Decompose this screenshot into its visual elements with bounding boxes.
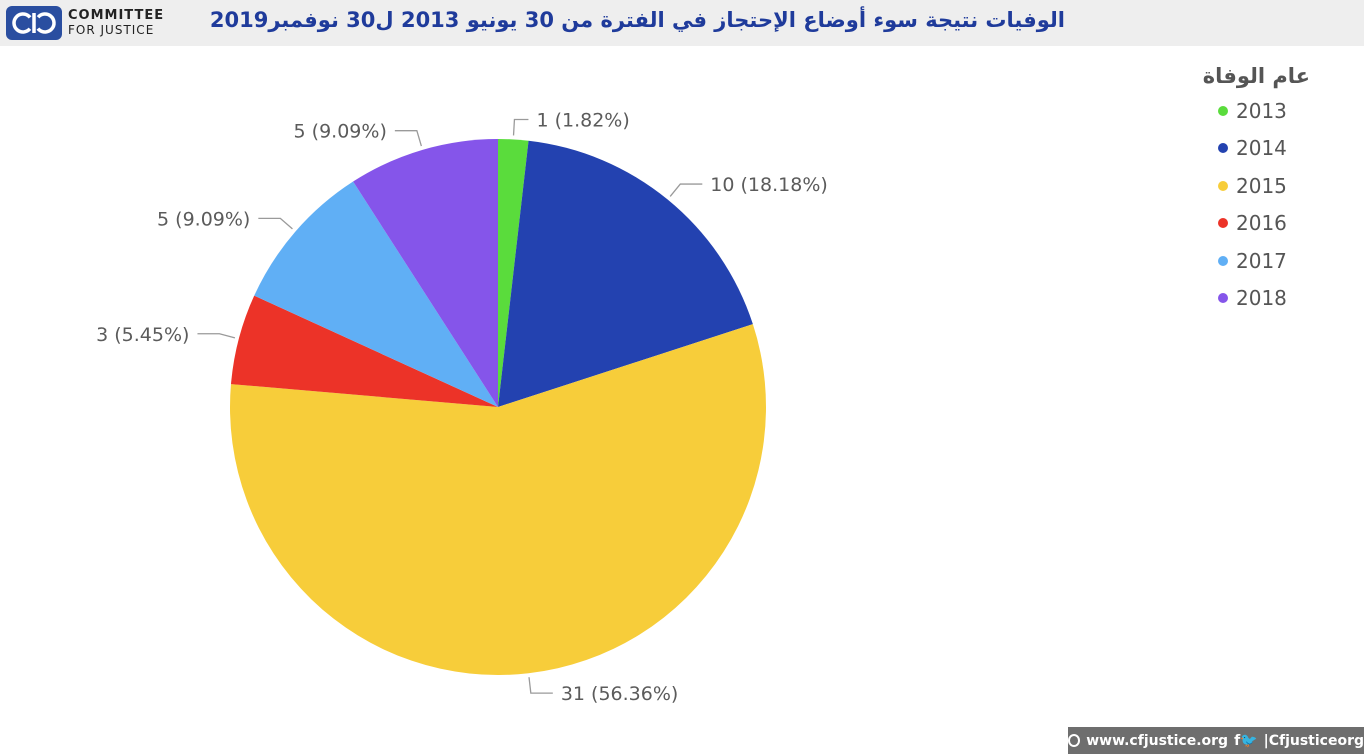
header-bar: COMMITTEE FOR JUSTICE الوفيات نتيجة سوء … — [0, 0, 1364, 46]
legend-items: 2013 2014 2015 2016 2017 2018 — [1190, 92, 1320, 317]
chart-title: الوفيات نتيجة سوء أوضاع الإحتجاز في الفت… — [209, 8, 1065, 32]
logo-line2: FOR JUSTICE — [68, 23, 155, 37]
legend-label: 2014 — [1236, 136, 1287, 161]
legend-item-2013[interactable]: 2013 — [1218, 92, 1320, 130]
data-label-2015: 31 (56.36%) — [561, 683, 679, 705]
pie-slice-2017[interactable] — [254, 181, 498, 407]
leader-line-2014 — [669, 183, 703, 197]
legend-item-2015[interactable]: 2015 — [1218, 167, 1320, 205]
footer-website[interactable]: www.cfjustice.org — [1086, 732, 1229, 749]
data-label-2016: 3 (5.45%) — [96, 324, 189, 346]
data-label-2018: 5 (9.09%) — [294, 121, 387, 143]
footer-handle[interactable]: |Cfjusticeorg — [1263, 732, 1364, 749]
legend-dot-icon — [1218, 255, 1228, 266]
leader-line-2013 — [512, 118, 529, 136]
pie-slice-2018[interactable] — [353, 139, 498, 407]
legend-item-2017[interactable]: 2017 — [1218, 242, 1320, 280]
pie-slice-2014[interactable] — [498, 140, 753, 407]
legend-label: 2015 — [1236, 173, 1287, 198]
legend-item-2016[interactable]: 2016 — [1218, 205, 1320, 243]
data-label-2013: 1 (1.82%) — [536, 109, 629, 131]
social-icons[interactable]: f🐦 — [1234, 732, 1258, 749]
legend-dot-icon — [1218, 143, 1228, 154]
legend-dot-icon — [1218, 293, 1228, 304]
leader-line-2018 — [394, 130, 422, 147]
footer-bar: www.cfjustice.org f🐦 |Cfjusticeorg — [1068, 727, 1364, 754]
pie-chart: 1 (1.82%) 10 (18.18%) 31 (56.36%) 3 (5.45%)… — [96, 109, 828, 705]
legend-dot-icon — [1218, 218, 1228, 229]
leader-line-2017 — [258, 217, 293, 230]
leader-line-2016 — [197, 333, 236, 339]
legend-label: 2013 — [1236, 98, 1287, 123]
cfj-logo-icon — [6, 6, 62, 40]
legend-label: 2016 — [1236, 211, 1287, 236]
logo-text: COMMITTEE FOR JUSTICE — [68, 8, 164, 38]
legend-title: عام الوفاة — [1202, 64, 1310, 88]
globe-icon — [1068, 734, 1081, 747]
pie-slice-2015[interactable] — [229, 324, 766, 675]
pie-slice-2013[interactable] — [498, 139, 529, 407]
pie-slice-2016[interactable] — [230, 295, 498, 407]
legend-dot-icon — [1218, 180, 1228, 191]
data-label-2017: 5 (9.09%) — [157, 208, 250, 230]
leader-line-2015 — [528, 677, 553, 694]
legend-item-2018[interactable]: 2018 — [1218, 280, 1320, 318]
legend-label: 2017 — [1236, 248, 1287, 273]
data-label-2014: 10 (18.18%) — [710, 174, 828, 196]
legend-label: 2018 — [1236, 286, 1287, 311]
legend-dot-icon — [1218, 105, 1228, 116]
logo: COMMITTEE FOR JUSTICE — [6, 5, 164, 41]
legend: عام الوفاة 2013 2014 2015 2016 2017 2018 — [1190, 64, 1320, 317]
logo-line1: COMMITTEE — [68, 8, 165, 23]
legend-item-2014[interactable]: 2014 — [1218, 130, 1320, 168]
